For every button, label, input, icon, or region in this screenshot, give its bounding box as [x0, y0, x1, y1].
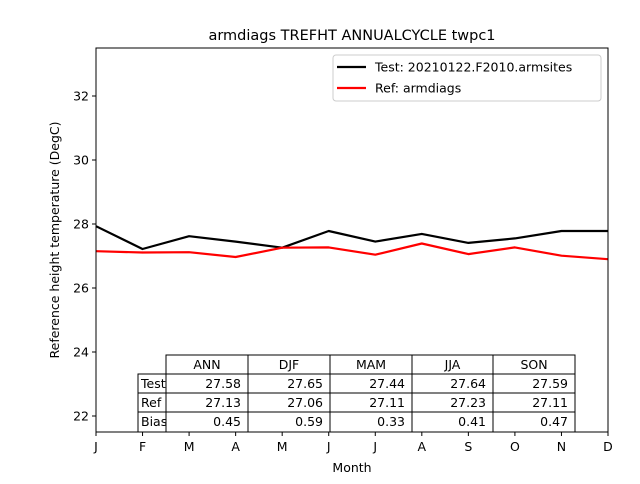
- table-cell-value: 27.06: [287, 395, 323, 410]
- y-tick-label: 32: [73, 89, 89, 104]
- table-row-label: Ref: [141, 395, 162, 410]
- series-line-0: [96, 225, 608, 251]
- y-tick-label: 24: [73, 345, 89, 360]
- table-cell-value: 27.58: [205, 376, 241, 391]
- y-tick-label: 28: [73, 217, 89, 232]
- x-tick-label: A: [418, 439, 427, 454]
- plot-frame: [95, 47, 609, 433]
- table-cell-value: 27.11: [532, 395, 568, 410]
- x-tick-label: J: [372, 439, 377, 454]
- table-cell-value: 27.59: [532, 376, 568, 391]
- y-axis-ticks: 22 24 26 28 30 32: [73, 89, 96, 424]
- table-cell-value: 0.59: [295, 414, 323, 429]
- x-tick-label: D: [603, 439, 613, 454]
- series-line-1: [96, 242, 608, 261]
- table-cell-value: 0.45: [213, 414, 241, 429]
- table-header-label: ANN: [193, 357, 220, 372]
- table-cell-value: 0.41: [458, 414, 486, 429]
- y-tick-label: 30: [73, 153, 89, 168]
- legend-frame: [332, 54, 602, 102]
- x-tick-label: A: [231, 439, 240, 454]
- legend-label-0: Test: 20210122.F2010.armsites: [374, 60, 572, 75]
- y-tick-label: 22: [73, 409, 89, 424]
- table-cell-value: 0.47: [540, 414, 568, 429]
- table-header-label: SON: [520, 357, 547, 372]
- x-axis-label: Month: [332, 460, 371, 475]
- stats-table: ANN DJF MAM JJA SON Test 27.58 27.65 27.44 27.64 2…: [137, 354, 576, 433]
- table-cell-value: 27.11: [369, 395, 405, 410]
- x-tick-label: J: [326, 439, 331, 454]
- table-row-label: Bias: [141, 414, 167, 429]
- x-tick-label: O: [510, 439, 520, 454]
- x-tick-label: S: [464, 439, 472, 454]
- table-header-label: JJA: [444, 357, 461, 372]
- x-tick-label: N: [557, 439, 566, 454]
- series-lines: [96, 225, 608, 261]
- chart-title: armdiags TREFHT ANNUALCYCLE twpc1: [208, 28, 495, 44]
- table-row-label: Test: [140, 376, 166, 391]
- table-header-label: MAM: [356, 357, 386, 372]
- table-cell-value: 27.44: [369, 376, 405, 391]
- x-tick-label: M: [184, 439, 195, 454]
- table-cell-value: 27.64: [450, 376, 486, 391]
- table-cell-value: 27.23: [450, 395, 486, 410]
- table-header-label: DJF: [279, 357, 300, 372]
- x-tick-label: M: [277, 439, 288, 454]
- y-axis-label: Reference height temperature (DegC): [47, 121, 62, 358]
- y-tick-label: 26: [73, 281, 89, 296]
- x-tick-label: J: [93, 439, 98, 454]
- table-cell-value: 27.65: [287, 376, 323, 391]
- legend: Test: 20210122.F2010.armsites Ref: armdia…: [332, 54, 602, 102]
- x-tick-label: F: [139, 439, 146, 454]
- legend-label-1: Ref: armdiags: [375, 81, 461, 96]
- table-cell-value: 0.33: [377, 414, 405, 429]
- table-cell-value: 27.13: [205, 395, 241, 410]
